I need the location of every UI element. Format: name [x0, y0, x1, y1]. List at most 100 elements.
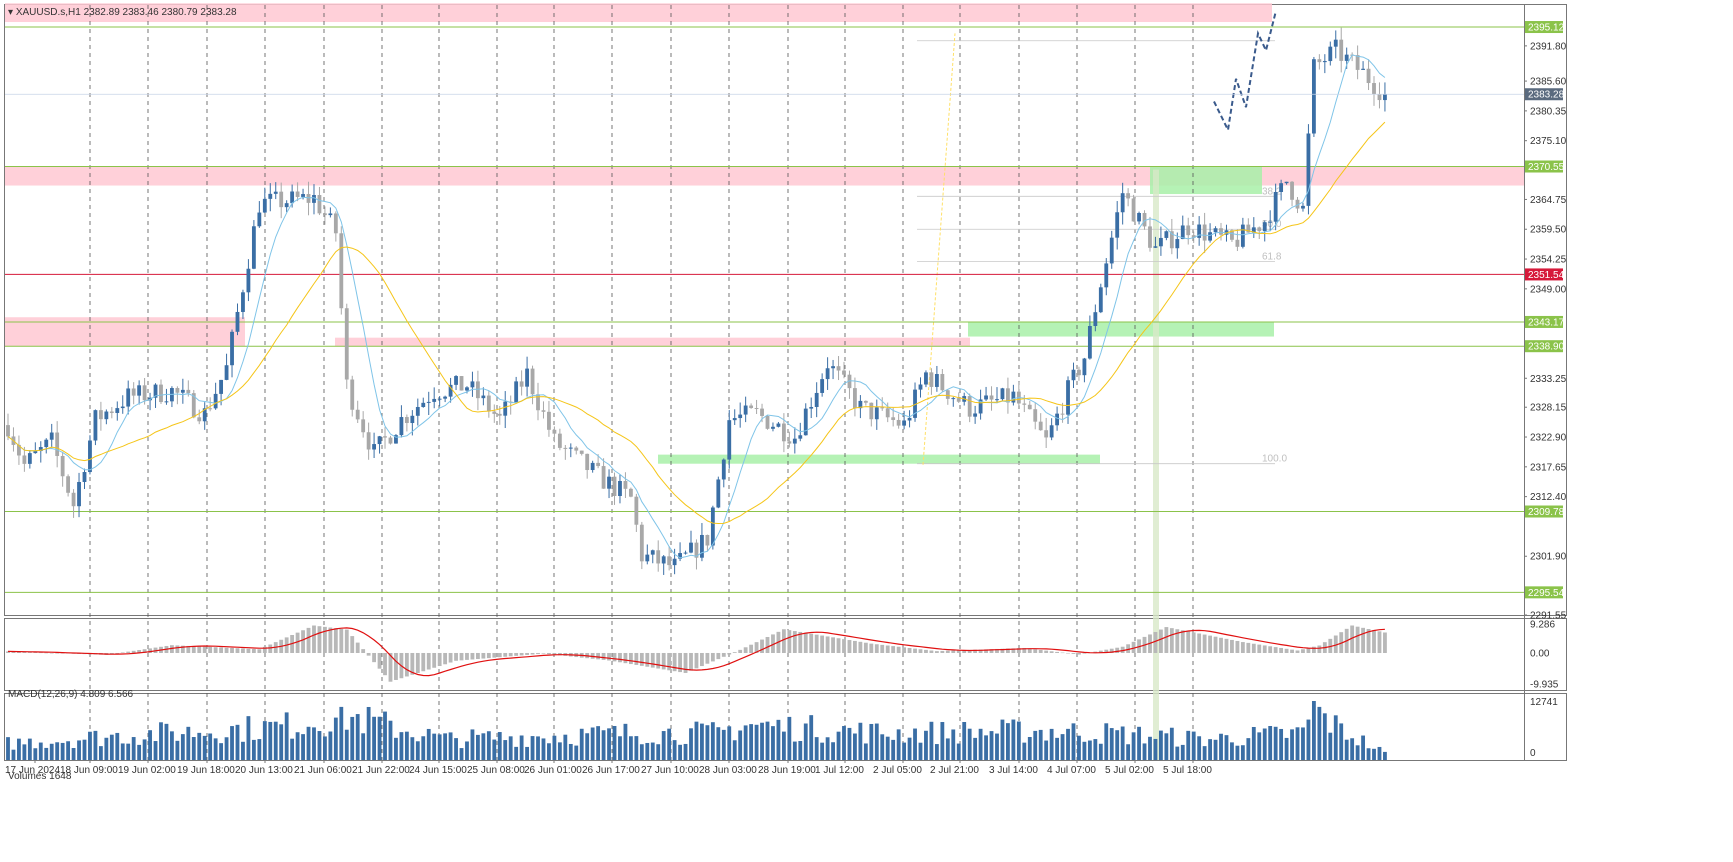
macd-tick-label: -9.935: [1530, 680, 1559, 691]
time-axis-label: 21 Jun 22:00: [352, 765, 410, 776]
candle-body: [1306, 133, 1311, 206]
volume-bar: [945, 738, 950, 760]
macd-histogram-bar: [1268, 646, 1273, 653]
volume-bar: [1115, 730, 1120, 760]
volume-bar: [6, 737, 10, 760]
candle-body: [246, 268, 251, 293]
macd-histogram-bar: [377, 652, 382, 669]
candle-body: [27, 453, 32, 464]
price-tick-label: 2312.40: [1530, 492, 1567, 503]
candle-body: [344, 308, 349, 380]
macd-histogram-bar: [120, 652, 125, 653]
candle-body: [251, 226, 256, 269]
volume-bar: [858, 722, 863, 760]
volume-bar: [913, 728, 917, 760]
volume-bar: [787, 716, 792, 760]
candle-body: [716, 479, 721, 508]
volume-bar: [678, 744, 682, 760]
volume-bar: [1230, 742, 1234, 760]
macd-histogram-bar: [1115, 647, 1120, 653]
collapse-triangle-icon[interactable]: ▾: [8, 7, 14, 18]
volume-bar: [1049, 728, 1054, 760]
candle-body: [257, 212, 262, 227]
candle-body: [891, 417, 896, 420]
candle-body: [55, 432, 60, 456]
volume-bar: [1202, 746, 1207, 760]
volume-bar: [798, 741, 803, 760]
volume-bar: [1191, 731, 1196, 760]
volume-bar: [1383, 751, 1387, 760]
volume-tick-label: 0: [1530, 748, 1536, 759]
volume-bar: [290, 738, 295, 760]
macd-histogram-bar: [251, 648, 256, 653]
price-tick-label: 2322.90: [1530, 433, 1567, 444]
macd-histogram-bar: [634, 652, 639, 665]
macd-histogram-bar: [27, 652, 32, 653]
candle-body: [530, 368, 535, 395]
volume-bar: [1011, 719, 1016, 760]
macd-histogram-bar: [1246, 642, 1251, 653]
volume-bar: [1301, 727, 1305, 760]
volume-bar: [1169, 727, 1174, 760]
macd-histogram-bar: [836, 638, 841, 653]
candle-body: [601, 466, 606, 489]
volume-bar: [672, 740, 677, 760]
candle-body: [792, 438, 797, 444]
volume-bar: [956, 743, 961, 760]
candle-body: [596, 462, 601, 467]
macd-histogram-bar: [1372, 630, 1376, 653]
price-tick-label: 2364.75: [1530, 195, 1567, 206]
volume-bar: [601, 730, 606, 760]
price-level-tag-text: 2351.54: [1528, 270, 1565, 281]
candle-body: [1142, 212, 1147, 227]
macd-histogram-bar: [131, 650, 136, 653]
candle-body: [426, 401, 431, 403]
macd-histogram-bar: [1333, 635, 1338, 653]
volume-bar: [781, 731, 786, 760]
candle-body: [1049, 425, 1054, 438]
macd-histogram-bar: [44, 652, 49, 654]
macd-histogram-bar: [426, 652, 431, 670]
macd-histogram-bar: [38, 652, 43, 654]
candle-body: [754, 408, 759, 410]
volume-bar: [749, 724, 754, 760]
macd-histogram-bar: [623, 652, 628, 664]
macd-histogram-bar: [689, 652, 693, 671]
price-tick-label: 2349.00: [1530, 284, 1567, 295]
candle-body: [1246, 224, 1251, 233]
candle-body: [1148, 226, 1152, 248]
macd-tick-label: 0.00: [1530, 648, 1550, 659]
macd-histogram-bar: [831, 637, 835, 653]
volume-bar: [339, 706, 344, 760]
macd-histogram-bar: [809, 633, 814, 653]
macd-histogram-bar: [541, 652, 546, 654]
candle-body: [475, 381, 480, 399]
macd-histogram-bar: [333, 628, 338, 653]
volume-bar: [973, 737, 978, 760]
macd-histogram-bar: [470, 652, 475, 660]
candle-body: [71, 492, 76, 507]
price-tick-label: 2354.25: [1530, 255, 1567, 266]
volume-bar: [251, 739, 256, 760]
volume-bar: [978, 728, 983, 760]
volume-bar: [705, 725, 710, 760]
volume-bar: [410, 737, 415, 760]
candle-body: [503, 401, 508, 416]
volume-bar: [896, 729, 901, 760]
macd-histogram-bar: [820, 635, 825, 653]
volume-bar: [492, 739, 497, 760]
candle-body: [191, 393, 196, 418]
macd-histogram-bar: [716, 652, 721, 660]
macd-histogram-bar: [33, 652, 38, 653]
macd-histogram-bar: [618, 652, 622, 663]
volume-bar: [131, 737, 136, 760]
volume-bar: [792, 741, 797, 760]
time-axis-label: 21 Jun 06:00: [294, 765, 352, 776]
macd-histogram-bar: [1311, 646, 1316, 653]
macd-histogram-bar: [262, 646, 267, 653]
macd-histogram-bar: [1355, 626, 1360, 653]
macd-histogram-bar: [22, 651, 27, 653]
candle-body: [202, 408, 207, 422]
candle-body: [967, 396, 972, 417]
